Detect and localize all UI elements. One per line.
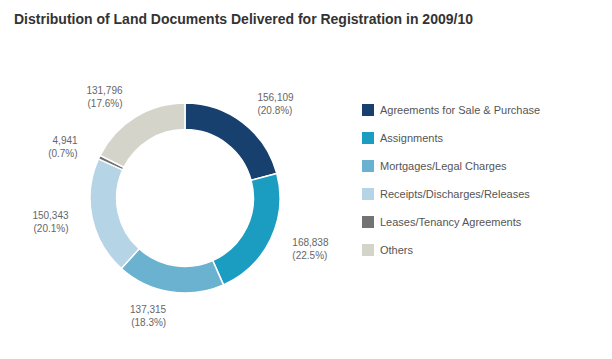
- legend-label: Mortgages/Legal Charges: [380, 160, 507, 172]
- legend-item: Agreements for Sale & Purchase: [362, 104, 540, 116]
- data-label: 131,796: [86, 85, 123, 96]
- data-label: 137,315: [130, 304, 167, 315]
- slice: [100, 103, 185, 167]
- legend-swatch: [362, 216, 374, 228]
- percentage-label: (20.8%): [257, 105, 292, 116]
- plot: [90, 103, 280, 293]
- legend-item: Leases/Tenancy Agreements: [362, 216, 522, 228]
- percentage-label: (0.7%): [48, 148, 77, 159]
- legend-item: Others: [362, 244, 414, 256]
- legend-label: Others: [380, 244, 414, 256]
- legend-item: Mortgages/Legal Charges: [362, 160, 507, 172]
- data-label: 156,109: [257, 92, 294, 103]
- legend-swatch: [362, 104, 374, 116]
- slice: [213, 173, 280, 284]
- data-labels: 156,109 (20.8%) 168,838 (22.5%) 137,315 (18.3…: [32, 85, 329, 328]
- legend-item: Assignments: [362, 132, 443, 144]
- legend-label: Assignments: [380, 132, 443, 144]
- legend-swatch: [362, 188, 374, 200]
- legend-label: Receipts/Discharges/Releases: [380, 188, 530, 200]
- slice: [90, 159, 139, 269]
- data-label: 168,838: [292, 237, 329, 248]
- percentage-label: (20.1%): [34, 223, 69, 234]
- chart: Distribution of Land Documents Delivered…: [0, 0, 612, 359]
- legend-swatch: [362, 244, 374, 256]
- percentage-label: (22.5%): [292, 250, 327, 261]
- percentage-label: (17.6%): [88, 98, 123, 109]
- data-label: 150,343: [32, 210, 69, 221]
- legend-swatch: [362, 160, 374, 172]
- percentage-label: (18.3%): [131, 317, 166, 328]
- legend-label: Agreements for Sale & Purchase: [380, 104, 540, 116]
- slice: [121, 249, 223, 293]
- legend: Agreements for Sale & Purchase Assignment…: [362, 104, 540, 256]
- legend-item: Receipts/Discharges/Releases: [362, 188, 530, 200]
- data-label: 4,941: [53, 135, 78, 146]
- legend-label: Leases/Tenancy Agreements: [380, 216, 522, 228]
- title: Distribution of Land Documents Delivered…: [14, 11, 473, 27]
- legend-swatch: [362, 132, 374, 144]
